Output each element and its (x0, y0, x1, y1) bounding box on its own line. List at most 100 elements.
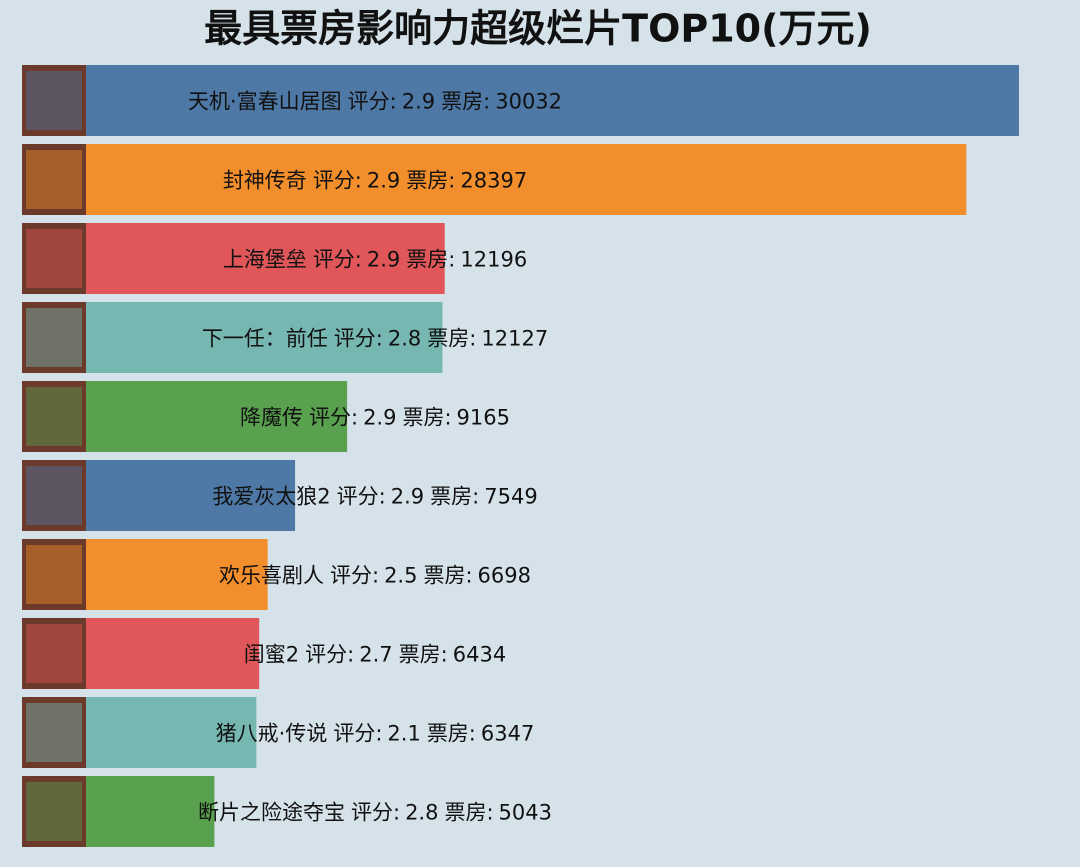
label-part: 票房: (441, 90, 490, 114)
poster-image-detail (26, 308, 82, 367)
bar-label: 猪八戒·传说 评分: 2.1 票房: 6347 (216, 722, 535, 746)
label-part: 我爱灰太狼2 (212, 485, 330, 509)
label-part: 票房: (406, 248, 455, 272)
label-part: 降魔传 (240, 406, 303, 430)
label-part: 欢乐喜剧人 (219, 564, 324, 588)
label-part: 评分: (313, 248, 362, 272)
bar (52, 460, 296, 531)
chart-title: 最具票房影响力超级烂片TOP10(万元) (204, 7, 872, 51)
poster-image (22, 302, 86, 373)
bar (52, 65, 1019, 136)
label-part: 2.8 (405, 801, 438, 825)
label-part: 6698 (478, 564, 531, 588)
bar-label: 天机·富春山居图 评分: 2.9 票房: 30032 (188, 90, 562, 114)
bar-label: 降魔传 评分: 2.9 票房: 9165 (240, 406, 510, 430)
label-part: 7549 (484, 485, 537, 509)
label-part: 评分: (309, 406, 358, 430)
label-part: 票房: (406, 169, 455, 193)
poster (22, 65, 86, 136)
label-part: 评分: (313, 169, 362, 193)
poster-image (22, 539, 86, 610)
poster (22, 697, 86, 768)
label-part: 2.9 (367, 169, 400, 193)
bar-label: 上海堡垒 评分: 2.9 票房: 12196 (223, 248, 527, 272)
label-part: 12127 (481, 327, 548, 351)
label-part: 票房: (399, 643, 448, 667)
label-part: 28397 (460, 169, 527, 193)
bar (52, 302, 443, 373)
poster-image-detail (26, 466, 82, 525)
poster-image (22, 697, 86, 768)
label-part: 评分: (337, 485, 386, 509)
poster (22, 302, 86, 373)
poster-image-detail (26, 624, 82, 683)
poster (22, 223, 86, 294)
label-part: 上海堡垒 (223, 248, 307, 272)
label-part: 票房: (427, 722, 476, 746)
label-part: 票房: (402, 406, 451, 430)
label-part: 下一任：前任 (202, 327, 328, 351)
label-part: 9165 (457, 406, 510, 430)
bar (52, 539, 268, 610)
bar-label: 断片之险途夺宝 评分: 2.8 票房: 5043 (198, 801, 552, 825)
label-part: 票房: (427, 327, 476, 351)
label-part: 2.8 (388, 327, 421, 351)
label-part: 2.9 (391, 485, 424, 509)
poster (22, 539, 86, 610)
poster-image (22, 144, 86, 215)
poster-image-detail (26, 229, 82, 288)
bar-label: 闺蜜2 评分: 2.7 票房: 6434 (244, 643, 506, 667)
bar-label: 下一任：前任 评分: 2.8 票房: 12127 (202, 327, 548, 351)
label-part: 评分: (330, 564, 379, 588)
poster-image (22, 618, 86, 689)
bar (52, 618, 260, 689)
label-part: 猪八戒·传说 (216, 722, 328, 746)
poster (22, 776, 86, 847)
label-part: 票房: (423, 564, 472, 588)
poster-image (22, 65, 86, 136)
label-part: 2.9 (367, 248, 400, 272)
label-part: 2.9 (363, 406, 396, 430)
bar (52, 144, 967, 215)
bar (52, 381, 348, 452)
label-part: 评分: (334, 327, 383, 351)
label-part: 6434 (453, 643, 506, 667)
label-part: 评分: (351, 801, 400, 825)
poster-image-detail (26, 71, 82, 130)
label-part: 封神传奇 (223, 169, 307, 193)
poster-image-detail (26, 545, 82, 604)
label-part: 6347 (481, 722, 534, 746)
poster-image (22, 223, 86, 294)
poster-image (22, 460, 86, 531)
label-part: 2.9 (402, 90, 435, 114)
label-part: 闺蜜2 (244, 643, 299, 667)
label-part: 2.5 (384, 564, 417, 588)
label-part: 评分: (348, 90, 397, 114)
poster (22, 460, 86, 531)
poster-image-detail (26, 387, 82, 446)
poster-image-detail (26, 703, 82, 762)
label-part: 评分: (333, 722, 382, 746)
poster-image (22, 381, 86, 452)
poster-image-detail (26, 150, 82, 209)
poster (22, 618, 86, 689)
label-part: 票房: (430, 485, 479, 509)
label-part: 2.1 (387, 722, 420, 746)
bar-label: 欢乐喜剧人 评分: 2.5 票房: 6698 (219, 564, 531, 588)
label-part: 断片之险途夺宝 (198, 801, 345, 825)
label-part: 天机·富春山居图 (188, 90, 342, 114)
label-part: 5043 (499, 801, 552, 825)
bar-label: 我爱灰太狼2 评分: 2.9 票房: 7549 (212, 485, 537, 509)
bar-label: 封神传奇 评分: 2.9 票房: 28397 (223, 169, 527, 193)
bar (52, 223, 445, 294)
bar (52, 697, 257, 768)
label-part: 12196 (460, 248, 527, 272)
label-part: 评分: (305, 643, 354, 667)
label-part: 30032 (495, 90, 562, 114)
poster-image-detail (26, 782, 82, 841)
label-part: 票房: (444, 801, 493, 825)
poster-image (22, 776, 86, 847)
label-part: 2.7 (359, 643, 392, 667)
poster (22, 381, 86, 452)
